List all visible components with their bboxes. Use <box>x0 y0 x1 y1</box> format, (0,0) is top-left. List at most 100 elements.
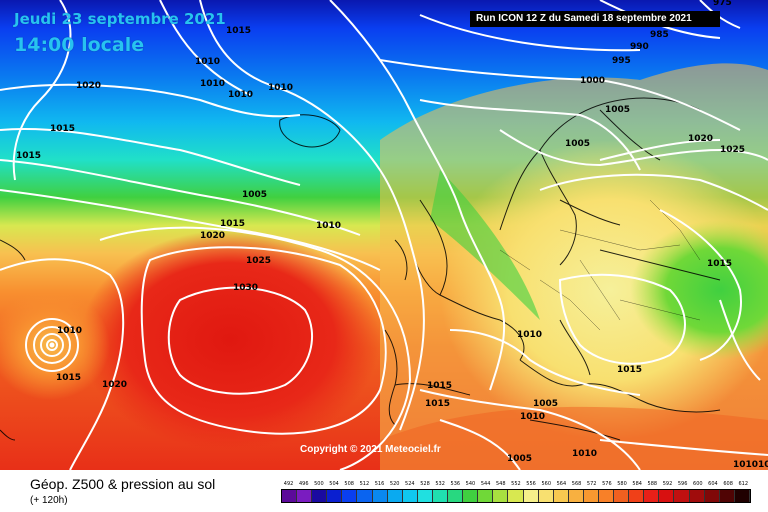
isobar-label: 1005 <box>605 105 630 115</box>
color-legend: 492 496 500 504 508 512 516 520 524 528 532 536 540 5… <box>281 480 751 503</box>
legend-swatch <box>598 490 615 502</box>
isobar-label: 1030 <box>233 283 258 293</box>
isobar-label: 1020 <box>76 81 101 91</box>
isobar-label: 101010 <box>733 460 768 470</box>
legend-swatch <box>448 490 464 502</box>
legend-value: 536 <box>450 481 461 487</box>
isobar-label: 1015 <box>56 373 81 383</box>
valid-date: Jeudi 23 septembre 2021 <box>14 10 226 28</box>
isobar-label: 995 <box>612 56 631 66</box>
legend-swatch <box>478 490 494 502</box>
legend-value: 608 <box>723 481 733 487</box>
legend-value: 560 <box>541 481 551 487</box>
weather-map: 975 985 990 995 1000 1005 1005 1005 1010… <box>0 0 768 470</box>
legend-swatch <box>704 490 720 502</box>
legend-value: 504 <box>329 481 339 487</box>
low-center-marker <box>49 342 55 348</box>
isobar-label: 1020 <box>102 380 127 390</box>
legend-value: 528 <box>420 481 430 487</box>
isobar-label: 1010 <box>195 57 220 67</box>
isobar-label: 1010 <box>228 90 253 100</box>
legend-value: 580 <box>617 481 627 487</box>
legend-value: 568 <box>571 481 582 487</box>
legend-value: 576 <box>602 481 612 487</box>
isobar-label: 1010 <box>572 449 597 459</box>
isobar-label: 1020 <box>200 231 225 241</box>
isobar-label: 1010 <box>517 330 542 340</box>
map-footer: Géop. Z500 & pression au sol (+ 120h) 49… <box>0 470 768 512</box>
isobar-label: 1010 <box>200 79 225 89</box>
legend-value: 572 <box>586 481 597 487</box>
legend-swatch <box>327 490 343 502</box>
legend-swatch <box>734 490 750 502</box>
isobar-label: 1020 <box>688 134 713 144</box>
legend-swatch <box>614 490 630 502</box>
isobar-label: 1015 <box>427 381 452 391</box>
legend-swatch <box>583 490 599 502</box>
legend-value: 532 <box>435 481 445 487</box>
legend-swatch <box>297 490 313 502</box>
legend-value: 564 <box>556 481 567 487</box>
legend-swatch <box>508 490 524 502</box>
legend-swatch <box>523 490 539 502</box>
legend-value: 520 <box>389 481 400 487</box>
legend-swatch <box>432 490 449 502</box>
product-title: Géop. Z500 & pression au sol <box>30 476 216 492</box>
legend-value: 552 <box>511 481 521 487</box>
legend-value: 524 <box>405 481 415 487</box>
legend-swatch <box>417 490 433 502</box>
legend-swatch <box>372 490 388 502</box>
isobar-label: 1015 <box>425 399 450 409</box>
legend-value: 508 <box>344 481 354 487</box>
isobar-label: 1015 <box>220 219 245 229</box>
model-run-info: Run ICON 12 Z du Samedi 18 septembre 202… <box>470 11 720 27</box>
legend-swatches <box>281 489 751 503</box>
legend-value: 540 <box>465 481 476 487</box>
isobar-label: 990 <box>630 42 649 52</box>
isobar-label: 985 <box>650 30 669 40</box>
legend-swatch <box>689 490 705 502</box>
legend-value: 588 <box>647 481 658 487</box>
isobars <box>0 0 768 470</box>
isobar-label: 1015 <box>617 365 642 375</box>
legend-swatch <box>553 490 569 502</box>
isobar-label: 1010 <box>520 412 545 422</box>
legend-swatch <box>282 490 298 502</box>
borders <box>499 199 701 331</box>
isobar-label: 1005 <box>533 399 558 409</box>
legend-swatch <box>719 490 735 502</box>
legend-labels: 492 496 500 504 508 512 516 520 524 528 532 536 540 5… <box>281 480 751 489</box>
legend-swatch <box>342 490 358 502</box>
isobar-label: 1025 <box>246 256 271 266</box>
valid-time: 14:00 locale <box>14 34 145 56</box>
isobar-label: 975 <box>713 0 732 8</box>
legend-value: 596 <box>677 481 688 487</box>
isobar-label: 1015 <box>50 124 75 134</box>
legend-swatch <box>387 490 403 502</box>
legend-value: 604 <box>708 481 718 487</box>
legend-value: 544 <box>480 481 491 487</box>
legend-swatch <box>538 490 554 502</box>
isobar-label: 1015 <box>226 26 251 36</box>
legend-value: 592 <box>662 481 673 487</box>
isobar-label: 1010 <box>57 326 82 336</box>
legend-swatch <box>312 490 328 502</box>
isobar-label: 1010 <box>268 83 293 93</box>
legend-swatch <box>402 490 418 502</box>
legend-value: 492 <box>283 481 294 487</box>
isobar-label: 1025 <box>720 145 745 155</box>
legend-swatch <box>357 490 373 502</box>
legend-swatch <box>674 490 690 502</box>
isobar-label: 1005 <box>242 190 267 200</box>
copyright-notice: Copyright © 2021 Meteociel.fr <box>300 444 441 455</box>
legend-value: 500 <box>314 481 324 487</box>
isobar-label: 1005 <box>565 139 590 149</box>
legend-swatch <box>493 490 509 502</box>
isobar-label: 1005 <box>507 454 532 464</box>
isobar-label: 1000 <box>580 76 605 86</box>
legend-value: 612 <box>738 481 749 487</box>
legend-swatch <box>463 490 479 502</box>
isobar-label: 1015 <box>16 151 41 161</box>
legend-value: 584 <box>632 481 642 487</box>
